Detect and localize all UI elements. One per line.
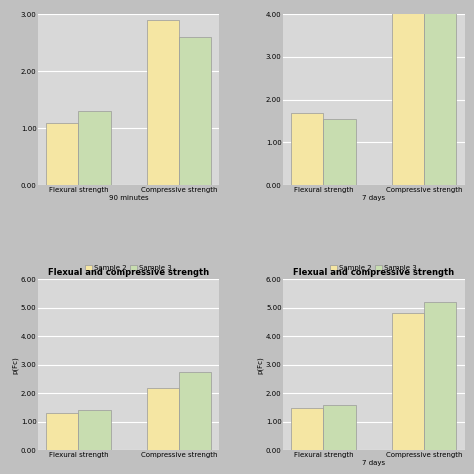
Bar <box>78 111 110 185</box>
Bar <box>46 413 78 450</box>
Legend: Sample 2, Sample 3: Sample 2, Sample 3 <box>330 264 417 271</box>
Bar <box>424 302 456 450</box>
Bar <box>392 6 424 185</box>
Bar <box>291 112 323 185</box>
Title: Flexual and compressive strength: Flexual and compressive strength <box>48 268 209 277</box>
Bar <box>78 410 110 450</box>
Bar <box>291 408 323 450</box>
Bar <box>323 405 356 450</box>
Title: Flexual and compressive strength: Flexual and compressive strength <box>293 268 454 277</box>
Bar <box>179 37 211 185</box>
Bar <box>179 372 211 450</box>
Legend: Sample 2, Sample 3: Sample 2, Sample 3 <box>85 264 172 271</box>
Bar <box>424 10 456 185</box>
X-axis label: 90 minutes: 90 minutes <box>109 195 148 201</box>
X-axis label: 7 days: 7 days <box>362 195 385 201</box>
Bar <box>392 313 424 450</box>
Y-axis label: p(Fc): p(Fc) <box>256 356 263 374</box>
X-axis label: 7 days: 7 days <box>362 460 385 466</box>
Bar <box>147 388 179 450</box>
Bar <box>46 122 78 185</box>
Y-axis label: p(Fc): p(Fc) <box>11 356 18 374</box>
Bar <box>147 20 179 185</box>
Bar <box>323 119 356 185</box>
